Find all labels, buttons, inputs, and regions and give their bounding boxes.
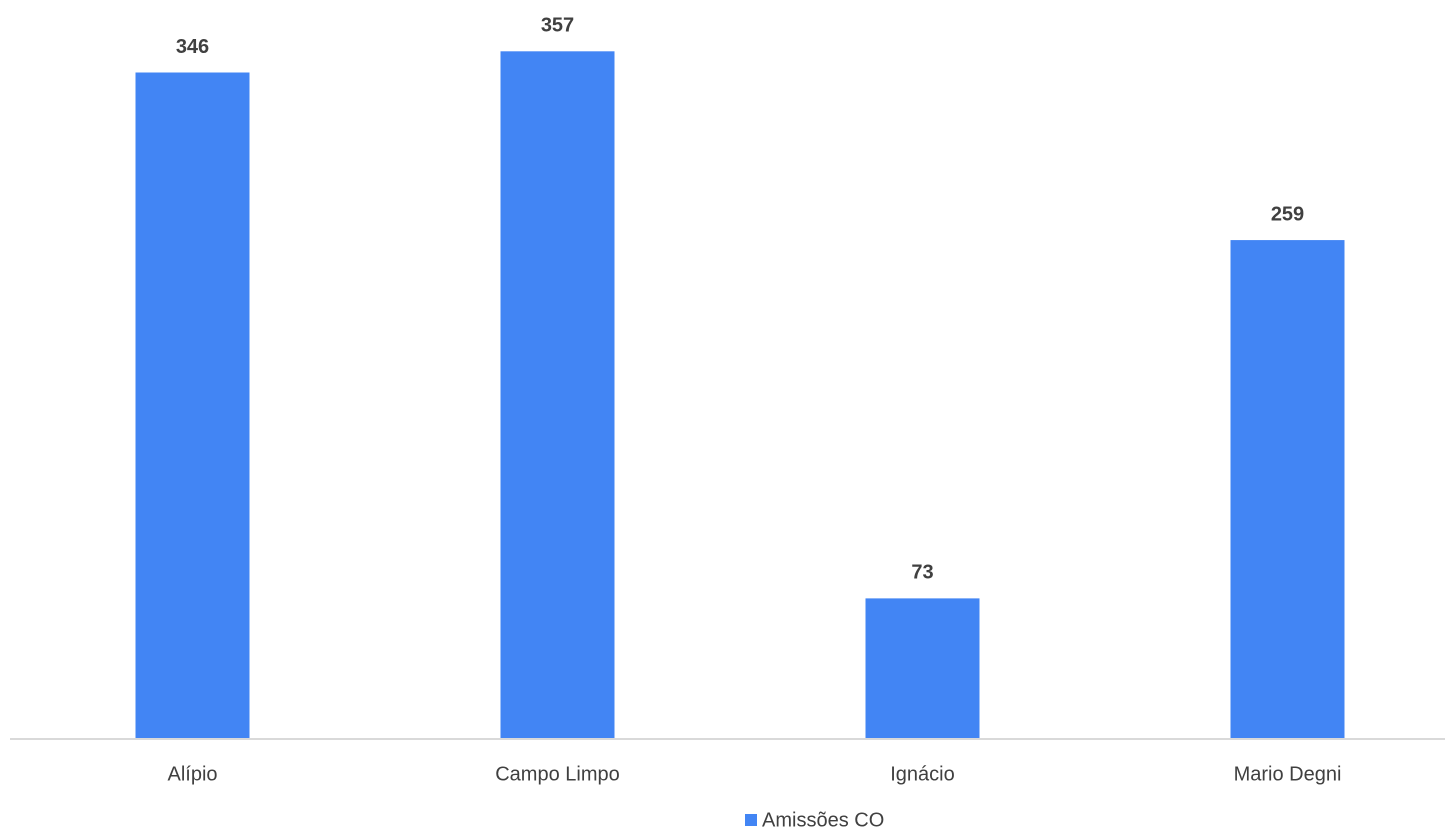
data-label: 346	[176, 36, 209, 58]
x-tick-label: Campo Limpo	[495, 763, 620, 785]
legend-label: Amissões CO	[762, 809, 884, 831]
bar	[1230, 240, 1345, 739]
data-label: 357	[541, 15, 574, 37]
x-tick-label: Mario Degni	[1234, 763, 1342, 785]
bar	[135, 72, 250, 739]
bar	[500, 51, 615, 740]
data-label: 73	[911, 562, 933, 584]
data-label: 259	[1271, 203, 1304, 225]
x-tick-label: Alípio	[167, 763, 217, 785]
legend-swatch	[745, 814, 757, 826]
bar	[865, 598, 980, 739]
x-tick-label: Ignácio	[890, 763, 955, 785]
